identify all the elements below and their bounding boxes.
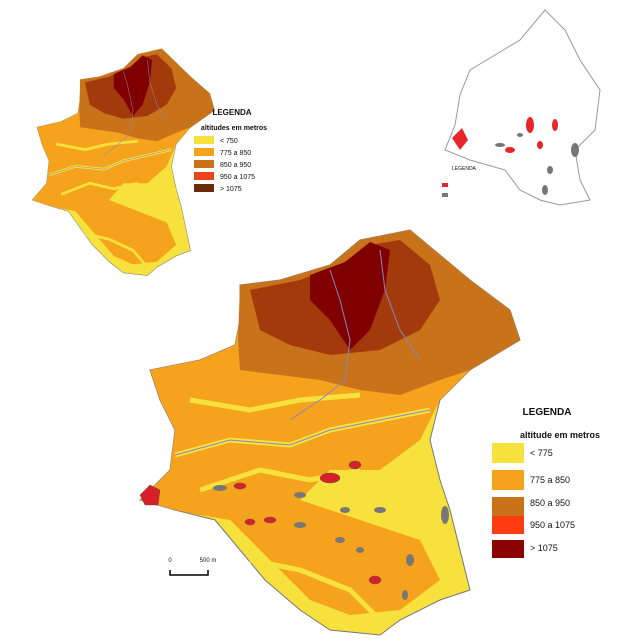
legend-subtitle: altitude em metros [520,430,600,440]
small-map [30,47,216,278]
legend-title: LEGENDA [523,407,572,418]
scale-label: 500 m [200,558,217,564]
legend-subtitle: altitudes em metros [201,125,267,132]
legend-item: 950 a 1075 [220,174,255,181]
main-legend: LEGENDA altitude em metros < 775 775 a 8… [492,407,600,558]
legend-item: > 1075 [220,186,242,193]
legend-item: 950 a 1075 [530,520,575,530]
legend-item: 775 a 850 [530,475,570,485]
main-map [140,230,520,635]
small-legend: LEGENDA altitudes em metros < 750 775 a … [194,108,267,193]
legend-title: LEGENDA [212,108,251,117]
legend-item: 850 a 950 [220,162,251,169]
legend-title: LEGENDA [452,166,477,172]
scale-bar: 0 500 m [168,558,217,576]
legend-item: < 750 [220,138,238,145]
legend-item: 850 a 950 [530,498,570,508]
scale-label: 0 [168,558,172,564]
legend-item: < 775 [530,448,553,458]
outline-map: LEGENDA [442,9,601,206]
legend-item: > 1075 [530,543,558,553]
legend-item: 775 a 850 [220,150,251,157]
